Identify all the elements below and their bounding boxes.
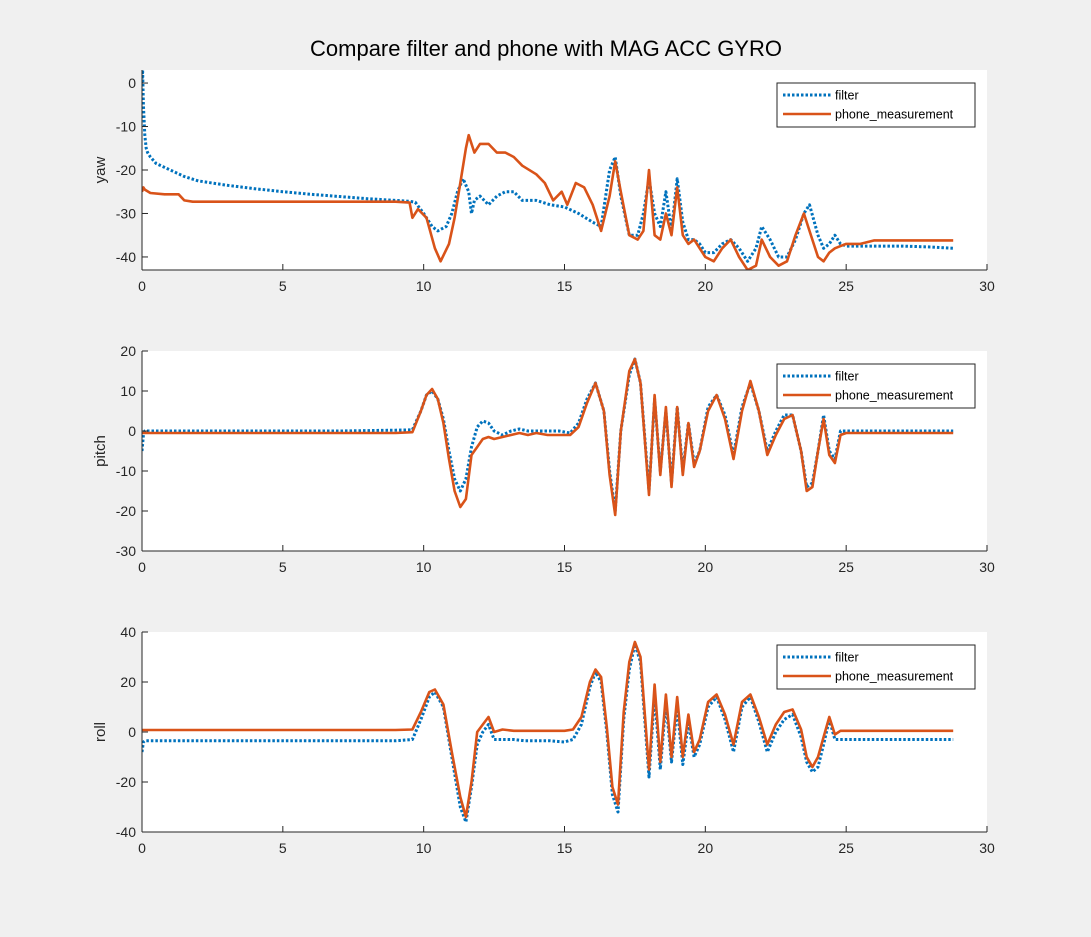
y-tick-label: -40 bbox=[116, 249, 136, 265]
x-tick-label: 5 bbox=[279, 278, 287, 294]
legend-box bbox=[776, 82, 976, 128]
y-axis-label: yaw bbox=[92, 157, 109, 184]
y-tick-label: 10 bbox=[120, 383, 136, 399]
x-tick-label: 0 bbox=[138, 278, 146, 294]
legend-label-filter: filter bbox=[835, 89, 859, 103]
y-tick-label: 0 bbox=[128, 724, 136, 740]
x-tick-label: 5 bbox=[279, 559, 287, 575]
legend-label-phone-measurement: phone_measurement bbox=[835, 389, 954, 403]
x-tick-label: 20 bbox=[698, 278, 714, 294]
x-tick-label: 15 bbox=[557, 559, 573, 575]
y-tick-label: -40 bbox=[116, 824, 136, 840]
legend-label-filter: filter bbox=[835, 651, 859, 665]
legend-label-phone-measurement: phone_measurement bbox=[835, 108, 954, 122]
series-line-phone-measurement bbox=[142, 640, 954, 819]
x-tick-label: 15 bbox=[557, 278, 573, 294]
x-tick-label: 25 bbox=[838, 559, 854, 575]
subplot-yaw: 0 5 10 15 20 25 30 -40 -30 -20 -10 0 yaw filter phone_… bbox=[92, 70, 995, 294]
legend: filter phone_measurement bbox=[776, 644, 976, 690]
y-tick-label: 0 bbox=[128, 423, 136, 439]
x-tick-label: 20 bbox=[698, 559, 714, 575]
x-tick-label: 30 bbox=[979, 559, 995, 575]
legend-box bbox=[776, 363, 976, 409]
x-tick-label: 20 bbox=[698, 840, 714, 856]
y-tick-label: 20 bbox=[120, 343, 136, 359]
subplot-pitch: 0 5 10 15 20 25 30 -30 -20 -10 0 10 20 pitch filter pho… bbox=[92, 343, 995, 575]
legend: filter phone_measurement bbox=[776, 363, 976, 409]
x-tick-label: 0 bbox=[138, 559, 146, 575]
series-line-phone-measurement bbox=[142, 357, 954, 517]
y-tick-label: -30 bbox=[116, 205, 136, 221]
x-tick-label: 0 bbox=[138, 840, 146, 856]
legend-label-phone-measurement: phone_measurement bbox=[835, 670, 954, 684]
y-tick-label: 0 bbox=[128, 75, 136, 91]
x-tick-label: 25 bbox=[838, 840, 854, 856]
x-tick-label: 30 bbox=[979, 278, 995, 294]
x-tick-label: 5 bbox=[279, 840, 287, 856]
legend-box bbox=[776, 644, 976, 690]
y-tick-label: -10 bbox=[116, 463, 136, 479]
x-tick-label: 10 bbox=[416, 278, 432, 294]
y-tick-label: -20 bbox=[116, 162, 136, 178]
series-line-phone-measurement bbox=[142, 133, 954, 270]
x-tick-label: 30 bbox=[979, 840, 995, 856]
legend: filter phone_measurement bbox=[776, 82, 976, 128]
y-tick-label: -20 bbox=[116, 503, 136, 519]
x-tick-label: 25 bbox=[838, 278, 854, 294]
y-axis-label: pitch bbox=[92, 435, 109, 467]
subplot-roll: 0 5 10 15 20 25 30 -40 -20 0 20 40 roll filter phone_m… bbox=[92, 624, 995, 856]
figure-title: Compare filter and phone with MAG ACC GY… bbox=[310, 36, 782, 61]
y-tick-label: 40 bbox=[120, 624, 136, 640]
x-tick-label: 10 bbox=[416, 559, 432, 575]
y-tick-label: 20 bbox=[120, 674, 136, 690]
x-tick-label: 10 bbox=[416, 840, 432, 856]
legend-label-filter: filter bbox=[835, 370, 859, 384]
y-tick-label: -30 bbox=[116, 543, 136, 559]
y-axis-label: roll bbox=[92, 722, 109, 742]
y-tick-label: -10 bbox=[116, 119, 136, 135]
y-tick-label: -20 bbox=[116, 774, 136, 790]
plots: 0 5 10 15 20 25 30 -40 -30 -20 -10 0 yaw filter phone_… bbox=[92, 70, 995, 856]
x-tick-label: 15 bbox=[557, 840, 573, 856]
